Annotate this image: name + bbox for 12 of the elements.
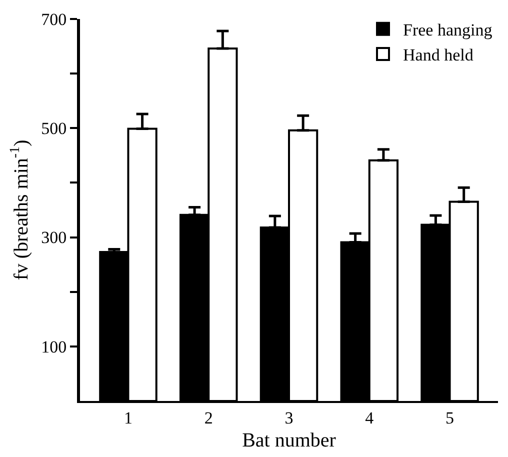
y-tick-label: 500	[41, 119, 67, 138]
y-tick-label: 700	[41, 10, 67, 29]
x-tick-label: 3	[284, 408, 294, 428]
legend-label: Free hanging	[403, 20, 493, 40]
y-tick-label: 100	[41, 337, 67, 356]
x-tick-label: 4	[365, 408, 374, 428]
x-tick-label: 1	[124, 408, 132, 428]
x-axis-title: Bat number	[242, 429, 336, 452]
legend-label: Hand held	[403, 46, 474, 65]
y-tick-label: 300	[41, 228, 67, 248]
x-tick-label: 5	[446, 408, 454, 428]
x-tick-label: 2	[204, 408, 213, 428]
